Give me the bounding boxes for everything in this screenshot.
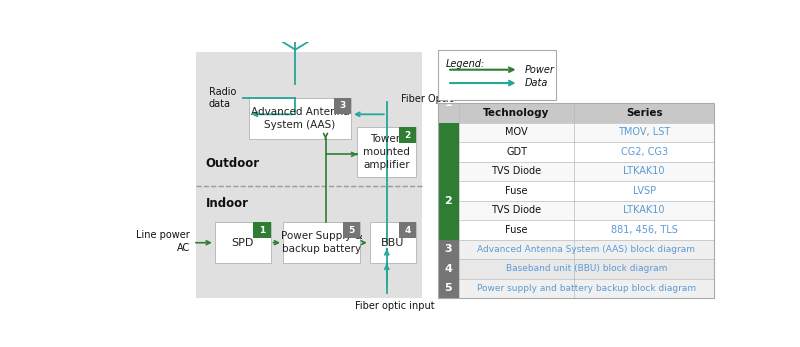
Text: Line power
AC: Line power AC xyxy=(136,230,190,253)
Text: 4: 4 xyxy=(404,226,410,235)
Text: Fuse: Fuse xyxy=(506,225,528,235)
Text: Baseband unit (BBU) block diagram: Baseband unit (BBU) block diagram xyxy=(506,264,667,273)
FancyBboxPatch shape xyxy=(438,240,714,259)
FancyBboxPatch shape xyxy=(438,181,458,201)
FancyBboxPatch shape xyxy=(438,220,714,240)
Text: MOV: MOV xyxy=(506,127,528,137)
FancyBboxPatch shape xyxy=(249,98,351,139)
FancyBboxPatch shape xyxy=(438,103,714,122)
FancyBboxPatch shape xyxy=(438,220,458,240)
Text: 2: 2 xyxy=(444,196,452,206)
FancyBboxPatch shape xyxy=(283,222,360,263)
Text: Technology: Technology xyxy=(483,108,550,118)
Text: 3: 3 xyxy=(339,101,346,110)
Text: Power supply and battery backup block diagram: Power supply and battery backup block di… xyxy=(477,284,696,293)
FancyBboxPatch shape xyxy=(358,127,416,177)
FancyBboxPatch shape xyxy=(196,52,422,298)
Text: LTKAK10: LTKAK10 xyxy=(623,166,665,176)
Text: LTKAK10: LTKAK10 xyxy=(623,205,665,215)
FancyBboxPatch shape xyxy=(253,222,270,238)
FancyBboxPatch shape xyxy=(214,222,270,263)
Text: LVSP: LVSP xyxy=(633,186,656,196)
FancyBboxPatch shape xyxy=(438,122,458,142)
Text: Fiber optic input: Fiber optic input xyxy=(354,301,434,311)
Text: 2: 2 xyxy=(404,131,410,139)
Text: TMOV, LST: TMOV, LST xyxy=(618,127,670,137)
Text: Outdoor: Outdoor xyxy=(206,157,259,170)
FancyBboxPatch shape xyxy=(438,122,714,142)
FancyBboxPatch shape xyxy=(438,259,714,279)
Text: CG2, CG3: CG2, CG3 xyxy=(621,147,668,157)
FancyBboxPatch shape xyxy=(370,222,416,263)
Text: 5: 5 xyxy=(349,226,355,235)
FancyBboxPatch shape xyxy=(438,162,458,181)
FancyBboxPatch shape xyxy=(438,279,714,298)
Text: BBU: BBU xyxy=(382,238,405,248)
Text: Data: Data xyxy=(525,78,548,88)
FancyBboxPatch shape xyxy=(438,142,458,162)
FancyBboxPatch shape xyxy=(438,181,714,201)
FancyBboxPatch shape xyxy=(438,240,458,259)
Text: Fuse: Fuse xyxy=(506,186,528,196)
FancyBboxPatch shape xyxy=(334,98,351,114)
Text: 5: 5 xyxy=(445,283,452,294)
Text: 1: 1 xyxy=(444,98,452,108)
Text: Advanced Antenna
System (AAS): Advanced Antenna System (AAS) xyxy=(250,107,350,130)
Text: SPD: SPD xyxy=(231,238,254,248)
Text: Indoor: Indoor xyxy=(206,197,248,210)
Text: Radio
data: Radio data xyxy=(209,86,236,109)
Text: 4: 4 xyxy=(444,264,452,274)
Text: Series: Series xyxy=(626,108,662,118)
FancyBboxPatch shape xyxy=(438,279,458,298)
Text: Power: Power xyxy=(525,65,554,75)
Text: TVS Diode: TVS Diode xyxy=(491,205,542,215)
FancyBboxPatch shape xyxy=(438,201,714,220)
FancyBboxPatch shape xyxy=(438,259,458,279)
Text: Power Supply &
backup battery: Power Supply & backup battery xyxy=(281,231,362,254)
Text: TVS Diode: TVS Diode xyxy=(491,166,542,176)
FancyBboxPatch shape xyxy=(438,162,714,181)
Text: Tower-
mounted
amplifier: Tower- mounted amplifier xyxy=(363,134,410,170)
Text: Advanced Antenna System (AAS) block diagram: Advanced Antenna System (AAS) block diag… xyxy=(477,245,695,254)
FancyBboxPatch shape xyxy=(399,222,416,238)
FancyBboxPatch shape xyxy=(438,201,458,220)
Text: GDT: GDT xyxy=(506,147,527,157)
Text: Legend:: Legend: xyxy=(446,59,485,69)
Text: 3: 3 xyxy=(445,244,452,254)
Text: Fiber Optic: Fiber Optic xyxy=(401,94,454,104)
FancyBboxPatch shape xyxy=(438,142,714,162)
FancyBboxPatch shape xyxy=(343,222,360,238)
FancyBboxPatch shape xyxy=(438,50,556,100)
Text: 1: 1 xyxy=(258,226,265,235)
FancyBboxPatch shape xyxy=(399,127,416,143)
Text: 881, 456, TLS: 881, 456, TLS xyxy=(610,225,678,235)
